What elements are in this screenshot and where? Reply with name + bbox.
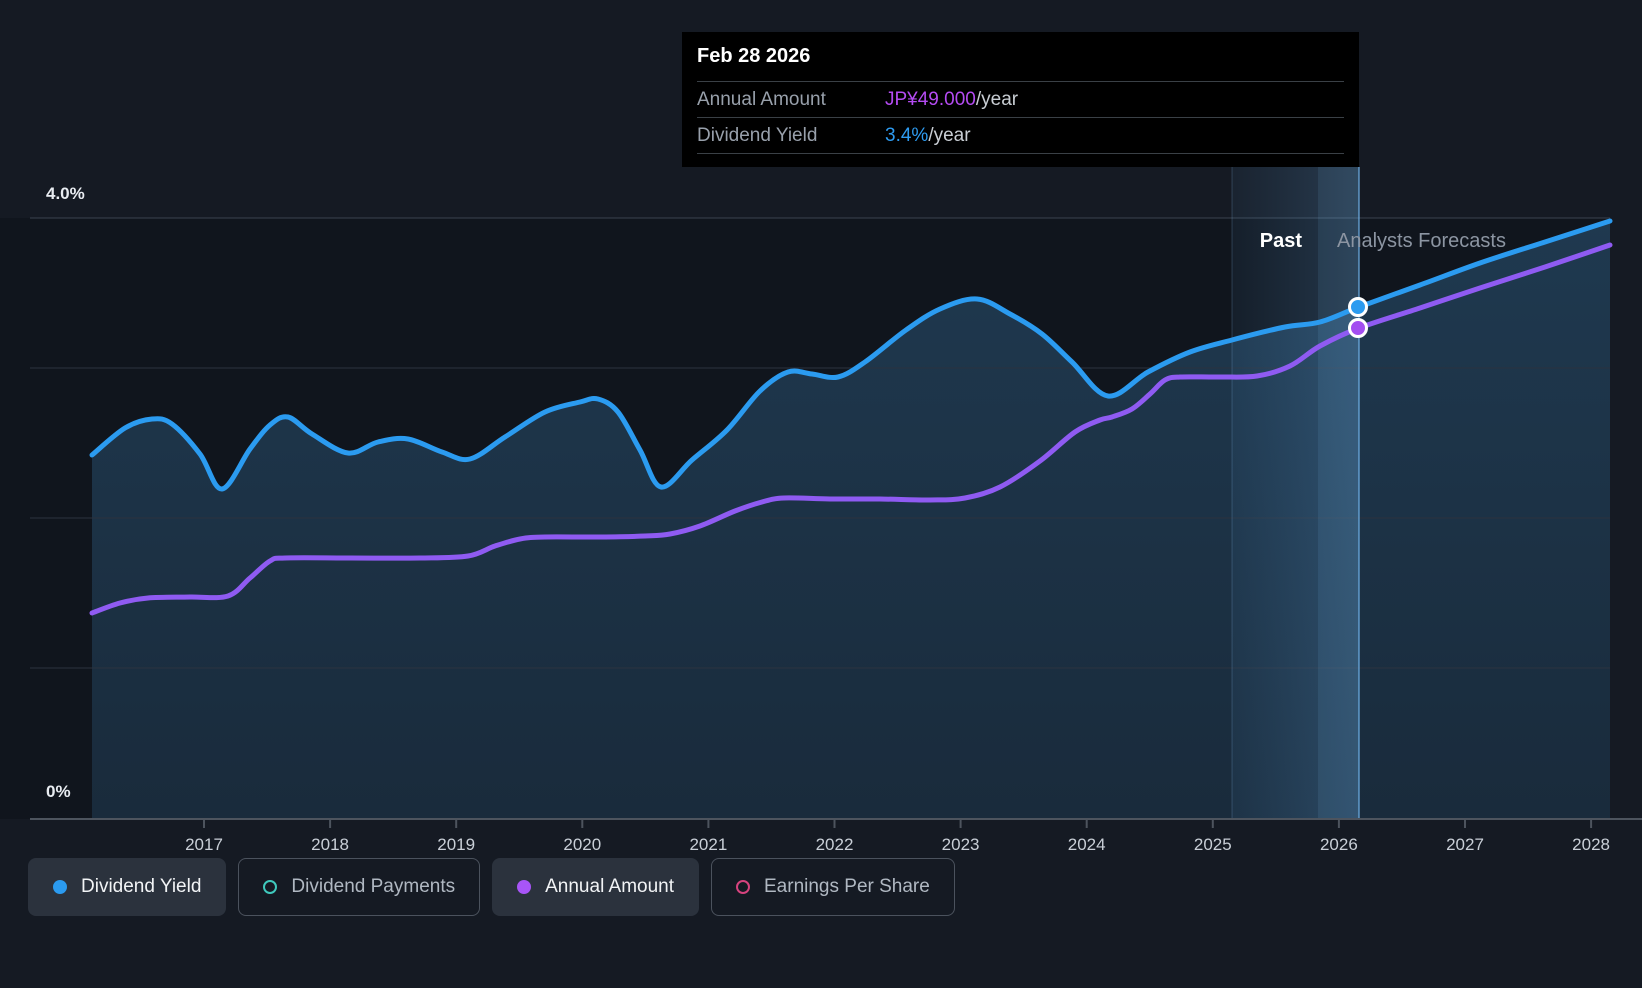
tooltip-suffix: /year — [928, 124, 971, 146]
year-label-2025: 2025 — [1193, 835, 1232, 854]
tooltip-label: Annual Amount — [697, 88, 826, 110]
dividend-payments-circle-icon — [263, 880, 278, 894]
tooltip-value-dividend-yield: 3.4% — [885, 124, 929, 146]
tooltip-suffix: /year — [975, 88, 1019, 110]
legend-button-dividend-payments[interactable]: Dividend Payments — [238, 858, 481, 916]
legend-label: Earnings Per Share — [764, 876, 930, 897]
yield-area-fill — [92, 221, 1610, 819]
tooltip-row-dividend-yield: Dividend Yield 3.4%/year — [697, 118, 1344, 154]
legend: Dividend Yield Dividend Payments Annual … — [28, 858, 955, 916]
tooltip-row-annual-amount: Annual Amount JP¥49.000/year — [697, 82, 1344, 118]
year-label-2023: 2023 — [941, 835, 980, 854]
legend-label: Dividend Payments — [291, 876, 456, 897]
year-label-2019: 2019 — [437, 835, 476, 854]
year-label-2027: 2027 — [1446, 835, 1484, 854]
dividend-yield-line — [89, 218, 1613, 492]
annual-amount-dot-icon — [517, 880, 532, 894]
year-label-2018: 2018 — [311, 835, 350, 854]
hover-tooltip: Feb 28 2026 Annual Amount JP¥49.000/year… — [682, 32, 1359, 167]
past-label: Past — [1259, 230, 1302, 252]
year-label-2017: 2017 — [185, 835, 223, 854]
hover-highlight-band — [1232, 167, 1359, 819]
annual-amount-line — [89, 242, 1613, 616]
legend-label: Dividend Yield — [81, 876, 202, 897]
y-axis-top-label: 4.0% — [46, 184, 85, 203]
tooltip-value-annual-amount: JP¥49.000 — [885, 88, 976, 110]
year-label-2024: 2024 — [1067, 835, 1106, 854]
year-label-2020: 2020 — [563, 835, 602, 854]
year-label-2026: 2026 — [1319, 835, 1358, 854]
y-axis-bottom-label: 0% — [46, 782, 71, 801]
legend-button-earnings-per-share[interactable]: Earnings Per Share — [711, 858, 955, 916]
year-label-2021: 2021 — [689, 835, 728, 854]
analysts-forecasts-label: Analysts Forecasts — [1337, 230, 1506, 252]
dividend-yield-marker — [1348, 297, 1368, 317]
legend-label: Annual Amount — [545, 876, 674, 897]
dividend-yield-dot-icon — [53, 880, 67, 894]
hover-highlight-band-bright — [1318, 167, 1359, 819]
legend-button-annual-amount[interactable]: Annual Amount — [492, 858, 699, 916]
annual-amount-marker — [1348, 318, 1368, 338]
tooltip-label: Dividend Yield — [697, 124, 818, 146]
year-label-2022: 2022 — [815, 835, 854, 854]
earnings-per-share-circle-icon — [736, 880, 750, 894]
tooltip-date: Feb 28 2026 — [697, 32, 1344, 82]
year-label-2028: 2028 — [1572, 835, 1611, 854]
legend-button-dividend-yield[interactable]: Dividend Yield — [28, 858, 227, 916]
